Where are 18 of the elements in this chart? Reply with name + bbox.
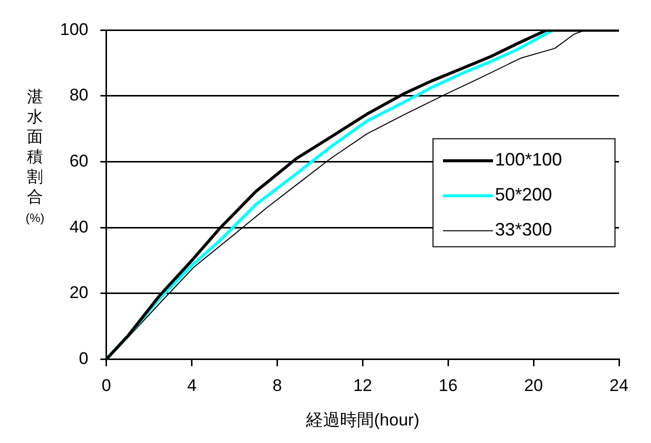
x-tick-label: 4 [187,376,197,396]
y-axis-title: 湛水面積割合(%) [24,88,46,227]
x-axis-title: 経過時間(hour) [305,410,420,430]
legend-label: 33*300 [495,220,552,240]
y-tick-label: 100 [60,20,88,39]
legend-label: 50*200 [495,184,552,205]
y-tick-label: 60 [69,151,88,170]
y-tick-label: 0 [78,348,88,368]
x-tick-label: 24 [610,376,628,396]
legend-label: 100*100 [495,150,562,170]
y-tick-label: 40 [69,217,88,236]
x-tick-label: 8 [272,376,282,396]
y-tick-label: 20 [69,283,88,302]
x-tick-label: 16 [438,376,458,396]
y-tick-label: 80 [69,86,88,105]
x-tick-label: 20 [524,376,544,396]
x-tick-label: 12 [353,376,372,396]
x-tick-label: 0 [102,376,112,396]
